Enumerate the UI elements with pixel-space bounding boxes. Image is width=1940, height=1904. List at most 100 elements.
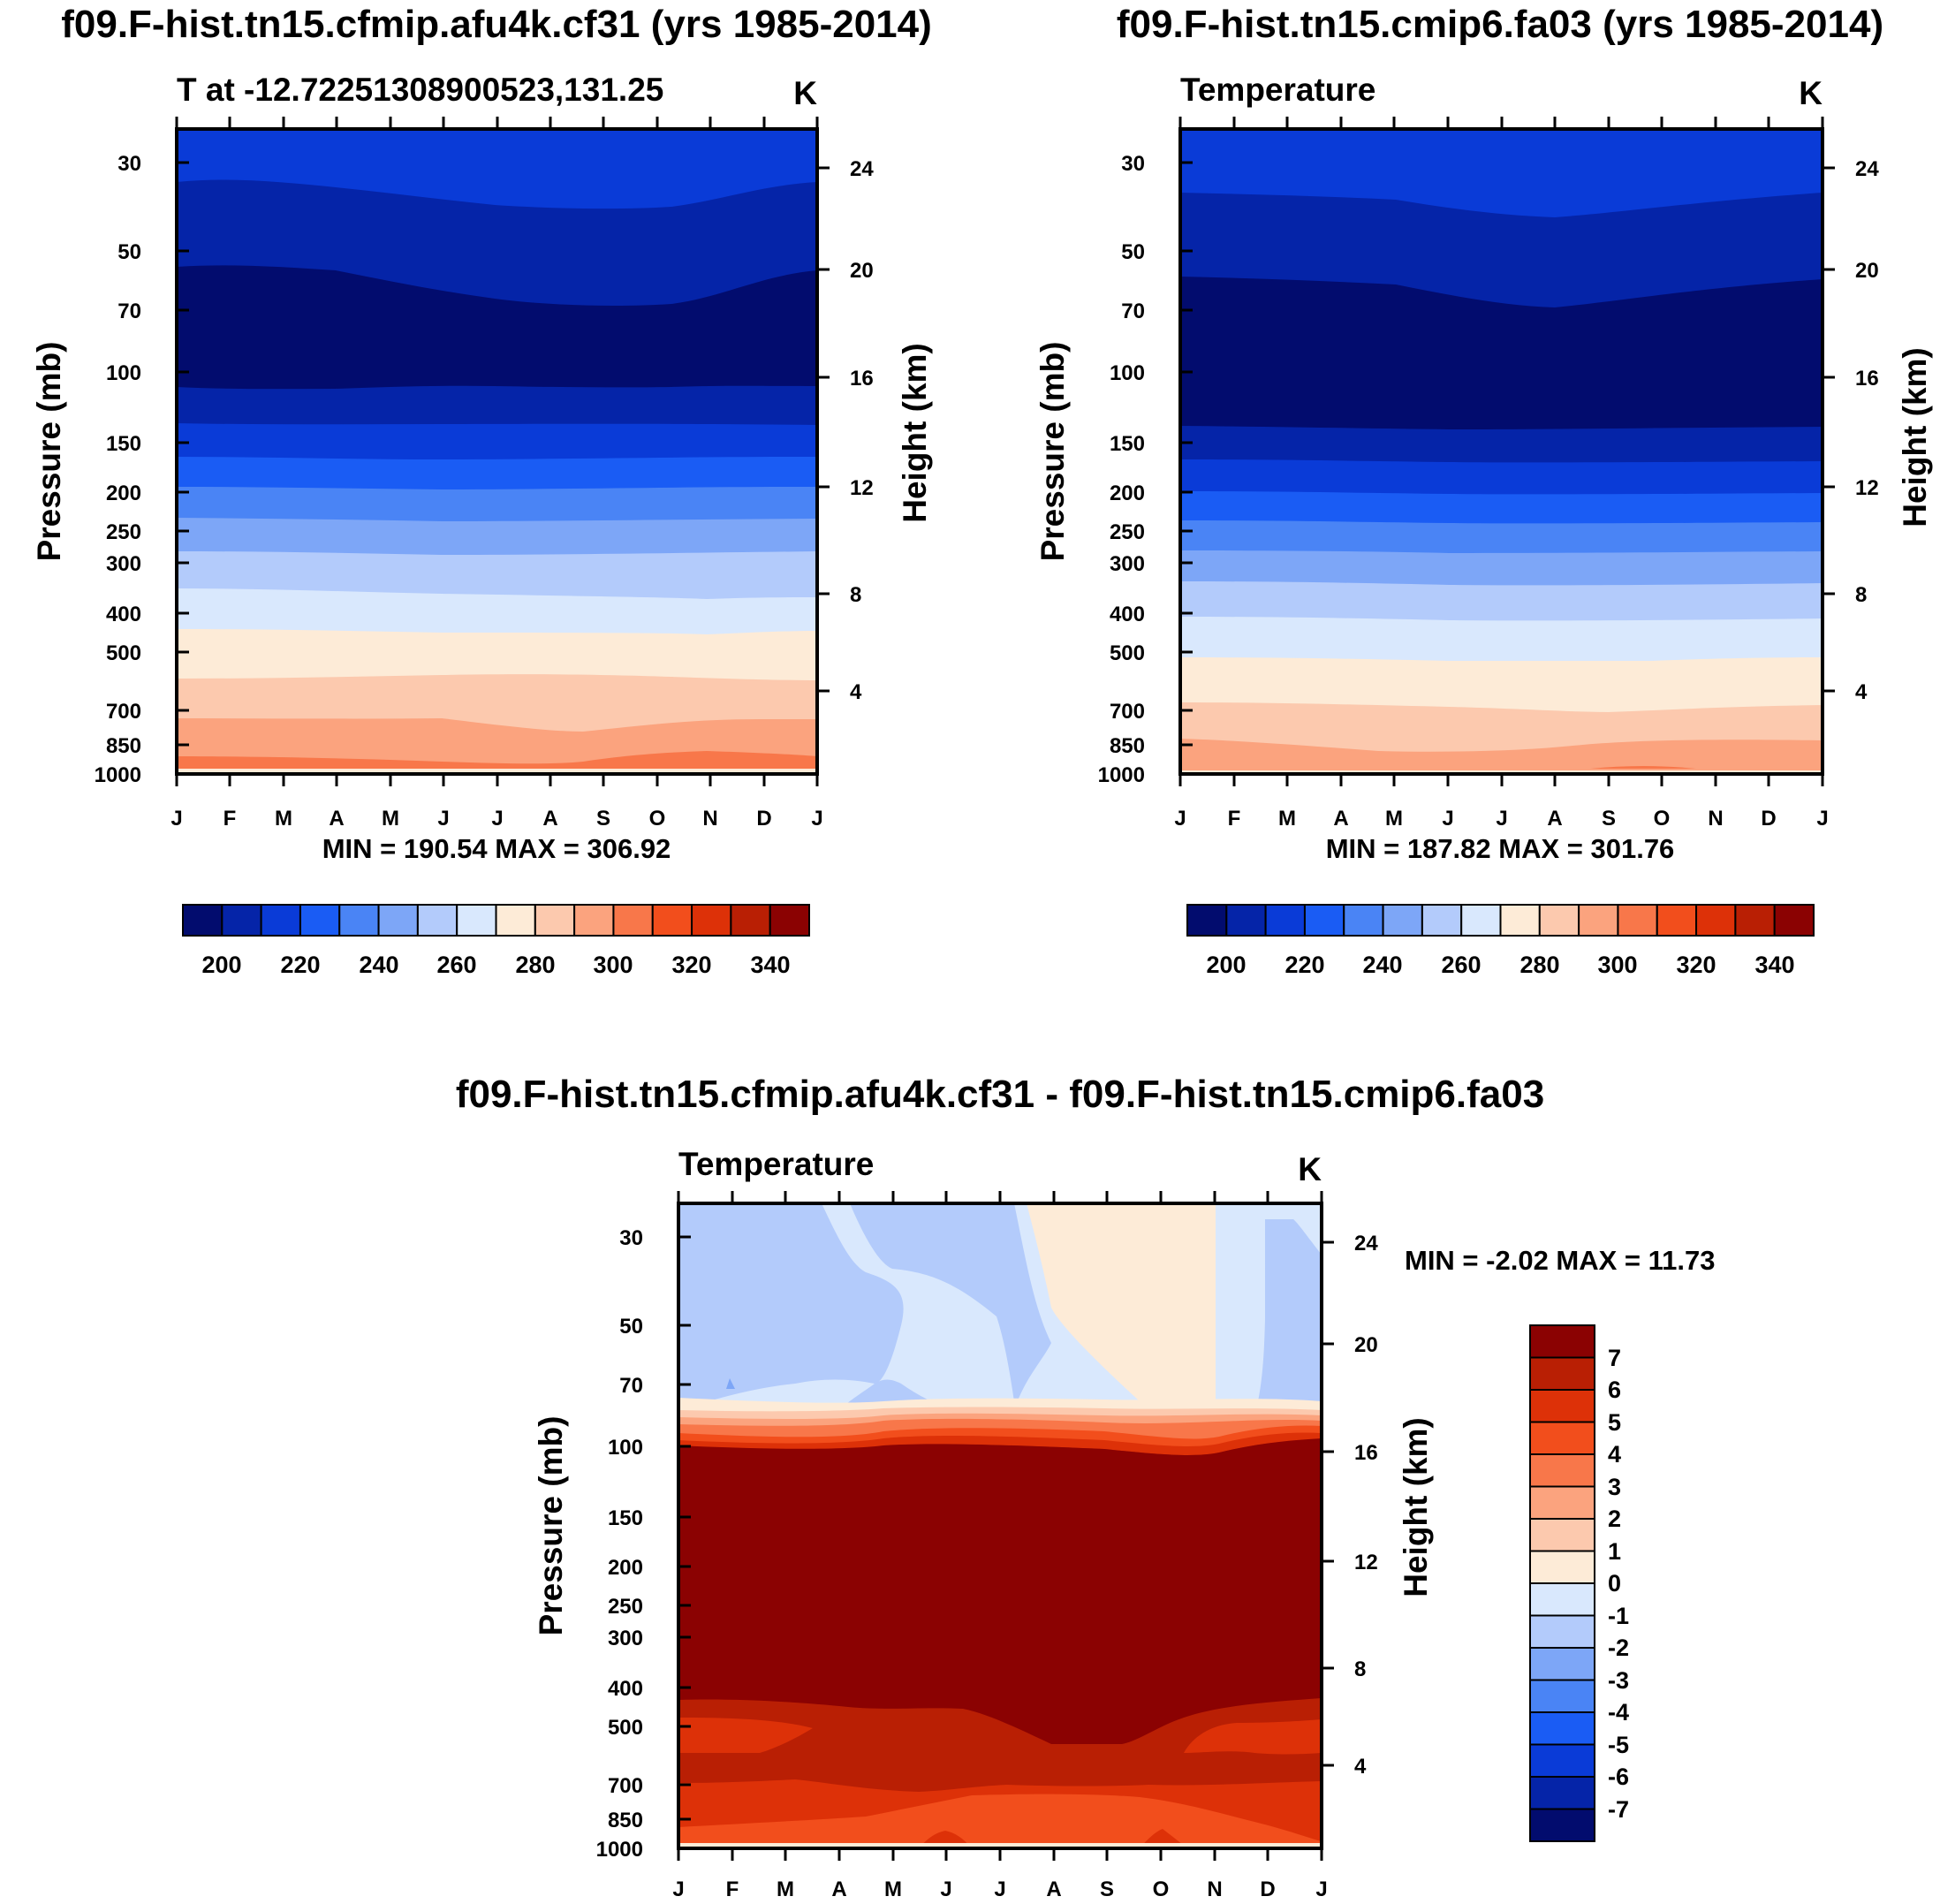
- height-tick-label: 8: [1855, 583, 1867, 607]
- y-tick-label: 700: [608, 1774, 643, 1798]
- contour-band: [678, 1718, 813, 1753]
- y-tick-label: 700: [1110, 700, 1145, 724]
- x-tick-label: J: [811, 807, 822, 831]
- y-tick-label: 500: [608, 1716, 643, 1740]
- colorbar-swatch: [1529, 1776, 1595, 1810]
- y-axis-left: 30 50 70 100 150 200 250 300 400 500 700…: [1098, 152, 1145, 787]
- colorbar: 200 220 240 260 280 300 320 340: [182, 904, 810, 978]
- y-tick-label: 300: [1110, 552, 1145, 576]
- x-tick-label: F: [224, 807, 237, 831]
- colorbar-label: 1: [1608, 1538, 1621, 1565]
- x-tick-label: S: [596, 807, 610, 831]
- colorbar-swatch: [1538, 904, 1580, 937]
- colorbar-label: 3: [1608, 1474, 1621, 1500]
- y-tick-label: 70: [619, 1374, 643, 1398]
- y-tick-label: 100: [1110, 361, 1145, 385]
- y-tick-label: 400: [608, 1677, 643, 1701]
- x-tick-label: J: [994, 1877, 1005, 1901]
- panel-subtitle: Temperature: [678, 1146, 874, 1182]
- y-axis-right-title: Height (km): [1398, 1417, 1434, 1597]
- y-tick-label: 1000: [596, 1838, 643, 1862]
- x-tick-label: A: [542, 807, 557, 831]
- x-tick-label: A: [831, 1877, 846, 1901]
- height-tick-label: 4: [1354, 1755, 1367, 1779]
- y-tick-label: 150: [106, 432, 141, 456]
- contour-band: [678, 1203, 904, 1410]
- y-tick-label: 150: [1110, 432, 1145, 456]
- colorbar-swatch: [1617, 904, 1658, 937]
- colorbar-swatch: [260, 904, 301, 937]
- x-tick-label: M: [777, 1877, 794, 1901]
- height-tick-label: 16: [850, 367, 874, 391]
- y-tick-label: 200: [608, 1556, 643, 1580]
- colorbar-label: 200: [201, 952, 241, 978]
- x-tick-label: M: [1385, 807, 1403, 831]
- y-tick-label: 850: [1110, 734, 1145, 758]
- colorbar-swatches: [1186, 904, 1815, 937]
- contour-band: [1256, 1219, 1322, 1410]
- colorbar-label: 220: [280, 952, 320, 978]
- y-axis-left: 30 50 70 100 150 200 250 300 400 500 700…: [596, 1226, 643, 1862]
- height-tick-label: 8: [850, 583, 861, 607]
- colorbar-label: 200: [1206, 952, 1246, 978]
- x-tick-label: D: [756, 807, 771, 831]
- colorbar-label: 340: [750, 952, 790, 978]
- colorbar-swatch: [416, 904, 458, 937]
- units-label: K: [1298, 1151, 1322, 1187]
- height-tick-label: 12: [850, 476, 874, 500]
- panel-title: f09.F-hist.tn15.cfmip.afu4k.cf31 - f09.F…: [456, 1073, 1544, 1116]
- colorbar-swatch: [1529, 1614, 1595, 1649]
- min-max-stats: MIN = 190.54 MAX = 306.92: [322, 833, 671, 864]
- colorbar-label: 4: [1608, 1441, 1621, 1468]
- colorbar-label: 320: [671, 952, 711, 978]
- height-tick-label: 24: [850, 157, 874, 181]
- colorbar-swatch: [1186, 904, 1228, 937]
- colorbar-swatch: [456, 904, 497, 937]
- panel-fa03: f09.F-hist.tn15.cmip6.fa03 (yrs 1985-201…: [1034, 3, 1933, 978]
- y-tick-label: 300: [608, 1627, 643, 1650]
- y-tick-label: 200: [106, 482, 141, 505]
- colorbar-label: 320: [1676, 952, 1716, 978]
- colorbar-swatch: [691, 904, 732, 937]
- colorbar-swatch: [573, 904, 615, 937]
- colorbar-swatch: [182, 904, 224, 937]
- x-ticks: [1178, 117, 1824, 786]
- x-axis: J F M A M J J A S O N D J: [672, 1877, 1327, 1901]
- units-label: K: [793, 75, 817, 111]
- y-axis-title: Pressure (mb): [31, 342, 67, 562]
- colorbar-label: -5: [1608, 1732, 1629, 1758]
- colorbar-label: 220: [1284, 952, 1324, 978]
- colorbar: 200 220 240 260 280 300 320 340: [1186, 904, 1815, 978]
- x-ticks: [677, 1191, 1323, 1861]
- x-tick-label: S: [1100, 1877, 1114, 1901]
- x-tick-label: N: [1207, 1877, 1222, 1901]
- x-tick-label: M: [275, 807, 292, 831]
- y-tick-label: 300: [106, 552, 141, 576]
- y-tick-label: 50: [1121, 240, 1145, 264]
- x-axis: J F M A M J J A S O N D J: [1174, 807, 1828, 831]
- colorbar-label: 280: [515, 952, 555, 978]
- y-tick-label: 30: [117, 152, 141, 176]
- x-tick-label: F: [726, 1877, 739, 1901]
- x-tick-label: J: [672, 1877, 684, 1901]
- colorbar-label: -6: [1608, 1764, 1629, 1790]
- colorbar-label: 0: [1608, 1570, 1621, 1597]
- height-tick-label: 12: [1354, 1551, 1378, 1574]
- y-axis-right: 24 20 16 12 8 4: [850, 157, 874, 704]
- colorbar-label: -1: [1608, 1603, 1629, 1629]
- y-axis-right-title: Height (km): [1897, 347, 1933, 527]
- panel-subtitle: T at -12.72251308900523,131.25: [177, 72, 663, 108]
- y-tick-label: 50: [117, 240, 141, 264]
- colorbar-swatch: [299, 904, 341, 937]
- y-ticks-right: [1322, 1240, 1334, 1767]
- colorbar-swatch: [1460, 904, 1502, 937]
- x-tick-label: O: [1654, 807, 1671, 831]
- contour-band: [1184, 1719, 1322, 1755]
- x-tick-label: J: [940, 1877, 951, 1901]
- y-tick-label: 700: [106, 700, 141, 724]
- x-tick-label: J: [1816, 807, 1828, 831]
- y-tick-label: 1000: [95, 763, 141, 787]
- x-tick-label: S: [1602, 807, 1616, 831]
- x-tick-label: F: [1228, 807, 1241, 831]
- height-tick-label: 20: [1855, 259, 1879, 283]
